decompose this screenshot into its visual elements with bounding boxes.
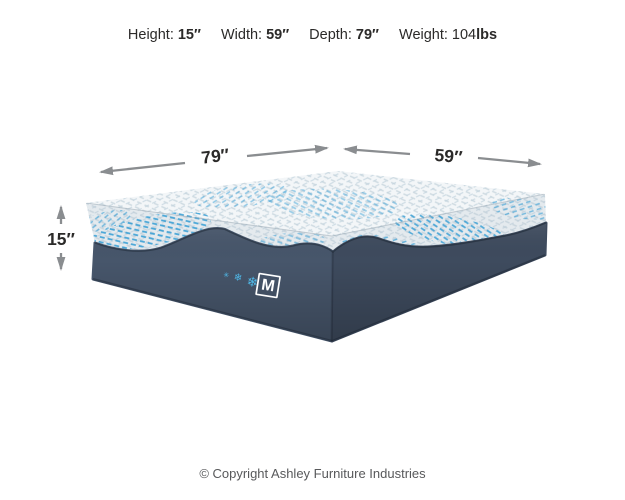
cooling-gel-patch [194,183,290,209]
base-left-shading [93,228,333,341]
cover-edge-crease [86,193,546,237]
depth-arrow-left [99,161,186,176]
cooling-gel-patch [489,198,546,220]
spec-width-label: Width: [220,27,263,43]
spec-weight-unit: lbs [476,27,498,43]
mattress-base: ✳ ❄ ❄ M [91,221,548,343]
spec-weight-value: 104 [451,27,477,43]
spec-width-value: 59″ [266,27,290,43]
snowflake-small-icon: ✳ [223,271,230,280]
dimension-annotations: 79″ 59″ 15″ [47,144,542,271]
cooling-gel-patch [89,212,211,250]
base-right-shading [332,223,546,341]
spec-height-value: 15″ [177,27,201,43]
height-dimension-label: 15″ [47,229,75,249]
base-bottom-edge [92,254,546,342]
width-arrow-right [477,156,542,168]
spec-depth-value: 79″ [355,27,379,43]
spec-depth-label: Depth: [309,27,352,43]
snowflake-large-icon: ❄ [246,274,260,292]
cooling-gel-patch [86,209,133,233]
spec-depth: Depth: 79″ [309,27,379,44]
width-arrow-left [343,145,411,156]
spec-height-label: Height: [127,27,174,43]
cover-wave-seam [94,222,547,253]
m-logo-frame [255,272,281,299]
spec-width: Width: 59″ [221,27,289,44]
spec-weight: Weight: 104lbs [399,27,497,44]
spec-line: Height: 15″ Width: 59″ Depth: 79″ Weight: 10… [0,27,625,44]
base-front-corner-edge [331,251,334,342]
width-dimension-label: 59″ [434,145,464,167]
depth-dimension-label: 79″ [200,144,231,167]
depth-arrow-right [246,144,329,158]
cooling-gel-patch [267,188,399,220]
m-logo-letter: M [260,277,276,296]
spec-height: Height: 15″ [128,27,201,44]
snowflake-medium-icon: ❄ [233,272,243,284]
copyright-text: © Copyright Ashley Furniture Industries [199,466,426,481]
spec-weight-label: Weight: [399,27,448,43]
brand-logo: ✳ ❄ ❄ M [223,271,281,299]
